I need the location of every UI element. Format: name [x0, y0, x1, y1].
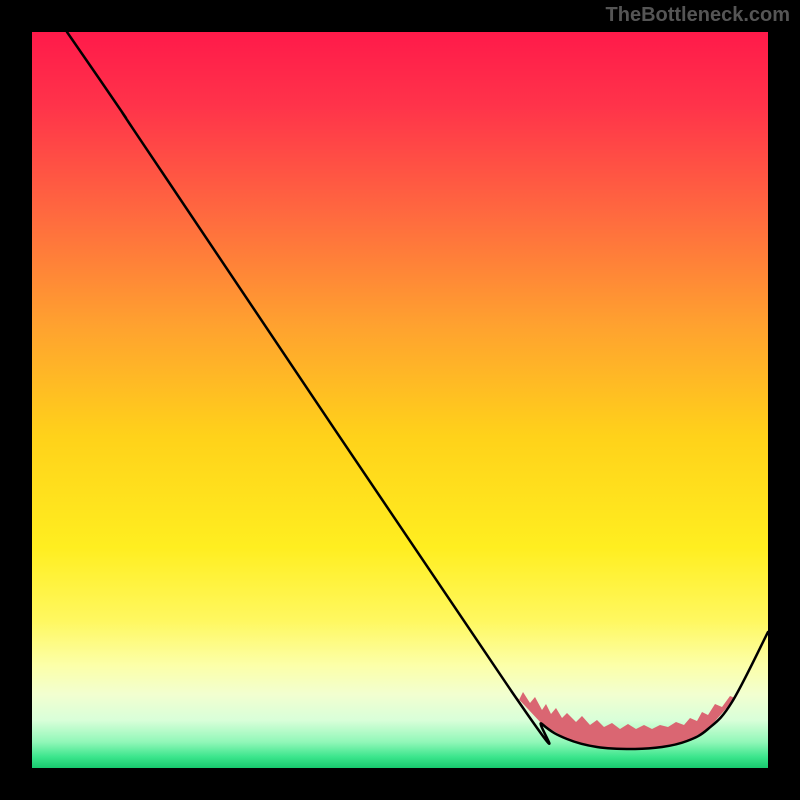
plot-svg [32, 32, 768, 768]
plot-area [32, 32, 768, 768]
chart-container: TheBottleneck.com [0, 0, 800, 800]
attribution-text: TheBottleneck.com [606, 4, 790, 27]
